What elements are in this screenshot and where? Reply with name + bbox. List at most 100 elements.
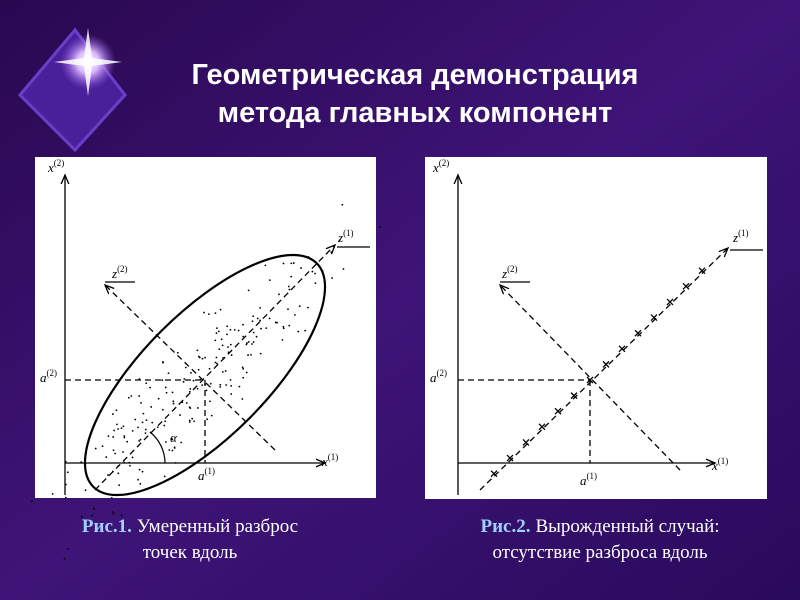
scatter-dot (149, 431, 152, 434)
label-base: z (111, 266, 117, 281)
cross-point (602, 360, 610, 368)
label-sup: (2) (47, 368, 58, 378)
cross-point (666, 298, 674, 306)
axis-label: a(1) (198, 466, 215, 483)
scatter-dot (150, 406, 153, 408)
axis-label: a(2) (40, 368, 57, 385)
scatter-dot (142, 412, 145, 415)
scatter-dot (64, 460, 67, 463)
scatter-dot (264, 264, 267, 267)
scatter-dot (197, 368, 200, 371)
scatter-dot (140, 402, 142, 404)
scatter-dot (241, 366, 244, 369)
scatter-dot (171, 449, 174, 452)
scatter-dot (191, 417, 194, 420)
scatter-dot (111, 511, 114, 513)
label-sup: (1) (738, 228, 749, 238)
scatter-dot (210, 414, 213, 417)
scatter-dot (122, 425, 125, 428)
scatter-dot (173, 446, 176, 449)
scatter-dot (91, 514, 93, 517)
label-base: a (430, 370, 437, 385)
label-base: a (580, 473, 587, 488)
scatter-dot (185, 402, 188, 404)
scatter-dot (172, 400, 175, 403)
caption-line: Рис.1. Умеренный разброс (82, 516, 298, 537)
scatter-dot (304, 329, 307, 332)
cross-point (490, 470, 498, 478)
scatter-dot (64, 496, 67, 499)
label-sup: (1) (718, 456, 729, 466)
scatter-dot (192, 379, 195, 382)
label-sup: (1) (343, 228, 354, 238)
scatter-dot (138, 378, 141, 380)
scatter-dot (216, 327, 218, 330)
scatter-dot (230, 354, 233, 356)
scatter-dot (120, 514, 123, 517)
scatter-dot (188, 390, 191, 393)
scatter-dot (164, 420, 167, 423)
scatter-dot (112, 449, 115, 452)
scatter-dot (176, 351, 179, 354)
scatter-dot (113, 429, 116, 432)
scatter-dot (127, 396, 130, 399)
scatter-dot (214, 339, 217, 342)
scatter-dot (31, 500, 34, 503)
scatter-dot (164, 386, 167, 389)
axis-label: z(1) (732, 228, 749, 245)
scatter-dot (290, 275, 293, 278)
scatter-dot (214, 361, 217, 364)
cross-point (682, 282, 690, 290)
scatter-dot (149, 386, 152, 389)
scatter-dot (80, 461, 83, 464)
scatter-dot (246, 342, 248, 344)
scatter-dot (201, 384, 204, 387)
cross-point (570, 392, 578, 400)
scatter-dot (145, 382, 148, 385)
title-line: Геометрическая демонстрация (192, 59, 639, 91)
caption-ref: Рис.1. (82, 516, 132, 537)
dashed-line (500, 285, 681, 471)
scatter-dot (229, 379, 232, 381)
scatter-dot (156, 426, 159, 429)
scatter-dot (94, 447, 97, 450)
label-sup: (2) (117, 264, 128, 274)
scatter-dot (107, 435, 110, 438)
scatter-dot (134, 418, 137, 421)
scatter-dot (163, 424, 166, 427)
title-line: метода главных компонент (218, 97, 613, 129)
scatter-dot (219, 308, 222, 311)
scatter-ellipse (83, 253, 327, 497)
cross-point (618, 345, 626, 353)
scatter-dot (117, 428, 120, 430)
scatter-dot (161, 379, 164, 382)
figure-panel (425, 157, 767, 499)
axis-label: a(2) (430, 368, 447, 385)
scatter-dot (80, 515, 83, 518)
scatter-dot (123, 436, 126, 439)
label-sup: (1) (587, 471, 598, 481)
scatter-dot (288, 288, 291, 291)
cross-point (634, 329, 642, 337)
label-base: a (198, 468, 205, 483)
scatter-dot (237, 329, 240, 332)
scatter-dot (137, 426, 139, 429)
scatter-dot (118, 484, 121, 487)
scatter-dot (297, 330, 300, 333)
scatter-dot (171, 438, 174, 441)
scatter-dot (204, 356, 206, 359)
scatter-dot (307, 255, 310, 258)
scatter-dot (114, 452, 117, 455)
axis-label: a(1) (580, 471, 597, 488)
scatter-dot (221, 344, 224, 347)
scatter-dot (219, 383, 222, 386)
scatter-dot (137, 478, 139, 481)
axis-label: x(2) (432, 158, 449, 175)
scatter-dot (179, 414, 181, 416)
scatter-dot (247, 354, 249, 356)
scatter-dot (144, 428, 147, 431)
scatter-dot (126, 440, 129, 443)
scatter-dot (219, 386, 222, 388)
scatter-dot (201, 357, 204, 360)
